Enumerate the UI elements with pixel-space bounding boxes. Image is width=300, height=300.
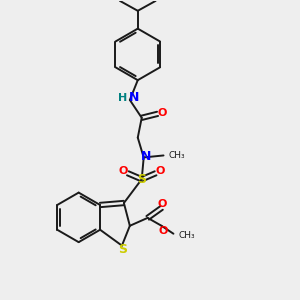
Text: CH₃: CH₃ bbox=[178, 231, 195, 240]
Text: O: O bbox=[156, 166, 165, 176]
Text: O: O bbox=[159, 226, 168, 236]
Text: CH₃: CH₃ bbox=[169, 151, 185, 160]
Text: O: O bbox=[118, 166, 128, 176]
Text: N: N bbox=[140, 150, 151, 163]
Text: N: N bbox=[129, 92, 139, 104]
Text: S: S bbox=[137, 173, 146, 186]
Text: O: O bbox=[158, 108, 167, 118]
Text: O: O bbox=[158, 199, 167, 209]
Text: H: H bbox=[118, 93, 128, 103]
Text: S: S bbox=[118, 243, 127, 256]
